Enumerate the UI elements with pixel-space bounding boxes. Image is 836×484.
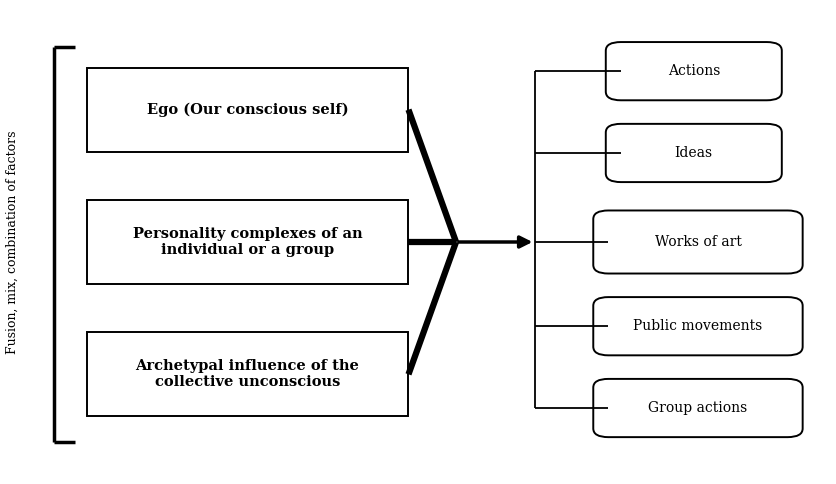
FancyBboxPatch shape bbox=[605, 124, 781, 182]
FancyBboxPatch shape bbox=[605, 42, 781, 100]
FancyBboxPatch shape bbox=[593, 211, 802, 273]
Text: Ideas: Ideas bbox=[674, 146, 712, 160]
FancyBboxPatch shape bbox=[87, 332, 408, 416]
Text: Works of art: Works of art bbox=[654, 235, 741, 249]
Text: Ego (Our conscious self): Ego (Our conscious self) bbox=[146, 103, 348, 117]
FancyBboxPatch shape bbox=[87, 200, 408, 284]
Text: Fusion, mix, combination of factors: Fusion, mix, combination of factors bbox=[6, 130, 18, 354]
FancyBboxPatch shape bbox=[87, 68, 408, 152]
Text: Personality complexes of an
individual or a group: Personality complexes of an individual o… bbox=[133, 227, 362, 257]
Text: Public movements: Public movements bbox=[633, 319, 762, 333]
Text: Archetypal influence of the
collective unconscious: Archetypal influence of the collective u… bbox=[135, 359, 359, 390]
FancyBboxPatch shape bbox=[593, 379, 802, 437]
Text: Actions: Actions bbox=[667, 64, 719, 78]
Text: Group actions: Group actions bbox=[648, 401, 747, 415]
FancyBboxPatch shape bbox=[593, 297, 802, 355]
